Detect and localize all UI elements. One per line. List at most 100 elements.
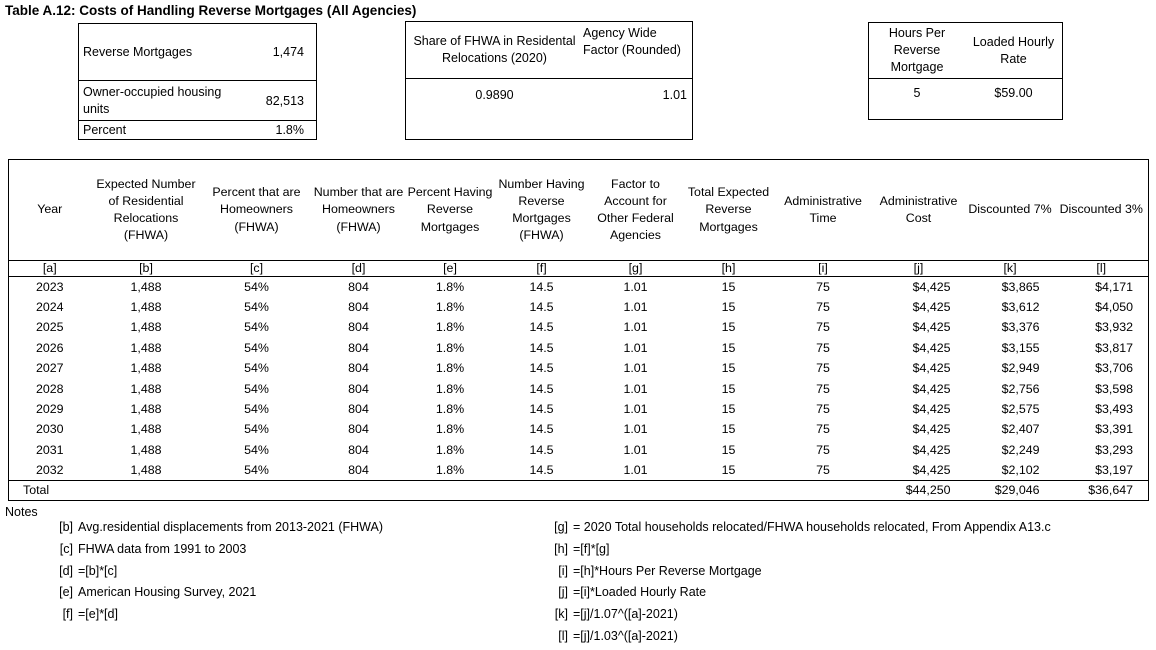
table-header-row: Year Expected Number of Residential Reloc…: [8, 159, 1149, 261]
table-cell: 1,488: [130, 361, 162, 376]
table-cell: $2,949: [1001, 361, 1040, 376]
table-cell: $3,932: [1095, 320, 1133, 335]
note-key: [h]: [554, 541, 568, 556]
table-cell: $3,817: [1095, 340, 1133, 355]
loaded-hourly-rate-value: $59.00: [994, 86, 1033, 100]
table-cell: $2,575: [1001, 402, 1040, 417]
table-cell: 1.8%: [435, 402, 465, 417]
table-cell: 15: [721, 381, 736, 396]
table-cell: 15: [721, 279, 736, 294]
table-cell: 54%: [244, 320, 269, 335]
table-cell: 54%: [244, 340, 269, 355]
note-key: [b]: [59, 520, 73, 534]
note-text: FHWA data from 1991 to 2003: [78, 541, 247, 556]
table-cell: 1.01: [623, 340, 648, 355]
table-row: 2027 1,488 54% 804 1.8% 14.5 1.01 15 75 $4,425 $2,…: [9, 358, 1149, 378]
table-cell: 1.8%: [435, 320, 465, 335]
fhwa-share-value: 0.9890: [475, 88, 514, 102]
note-key: [e]: [59, 585, 73, 600]
note-text: =[i]*Loaded Hourly Rate: [573, 585, 707, 600]
total-cell: [90, 479, 202, 501]
total-cell: [682, 479, 775, 501]
column-header: Administrative Cost: [871, 159, 966, 261]
table-cell: 54%: [244, 462, 269, 477]
note-text: =[b]*[c]: [78, 563, 118, 578]
note-key: [l]: [558, 628, 568, 643]
table-cell: 2031: [35, 442, 64, 457]
column-key: [i]: [774, 260, 872, 277]
reverse-mortgage-stats-box: Reverse Mortgages 1,474 Owner-occupied h…: [78, 23, 317, 140]
table-cell: $4,050: [1095, 300, 1133, 315]
total-label: Total: [8, 479, 91, 501]
note-text: =[e]*[d]: [78, 607, 118, 622]
table-cell: $4,425: [912, 462, 951, 477]
table-cell: $4,425: [912, 300, 951, 315]
column-header: Number Having Reverse Mortgages (FHWA): [494, 159, 589, 261]
fhwa-share-header: Share of FHWA in Residental Relocations …: [413, 34, 576, 65]
table-cell: $2,249: [1001, 442, 1040, 457]
table-cell: 1.8%: [435, 462, 465, 477]
column-key: [d]: [311, 260, 406, 277]
column-header: Year: [8, 159, 91, 261]
table-cell: 54%: [244, 442, 269, 457]
table-cell: 804: [348, 300, 369, 315]
table-cell: $4,425: [912, 340, 951, 355]
table-cell: $4,171: [1095, 279, 1133, 294]
loaded-hourly-rate-header: Loaded Hourly Rate: [972, 34, 1055, 66]
table-cell: $2,407: [1001, 422, 1040, 437]
table-cell: 1.8%: [435, 442, 465, 457]
table-cell: 2030: [35, 422, 64, 437]
hours-per-mortgage-value: 5: [913, 86, 921, 100]
note-key: [d]: [59, 563, 73, 578]
table-cell: $3,155: [1001, 340, 1040, 355]
column-key: [a]: [8, 260, 91, 277]
table-cell: 75: [816, 340, 830, 355]
table-cell: 14.5: [529, 320, 554, 335]
table-cell: 1.01: [623, 361, 648, 376]
table-cell: 75: [816, 300, 830, 315]
note-key: [g]: [554, 520, 568, 534]
column-header: Percent that are Homeowners (FHWA): [201, 159, 312, 261]
note-text: Avg.residential displacements from 2013-…: [78, 520, 383, 534]
table-cell: 15: [721, 340, 736, 355]
table-cell: $3,706: [1095, 361, 1133, 376]
table-cell: 54%: [244, 279, 269, 294]
table-cell: $4,425: [912, 320, 951, 335]
table-cell: 804: [348, 442, 369, 457]
table-row: 2030 1,488 54% 804 1.8% 14.5 1.01 15 75 $4,425 $2,…: [9, 419, 1149, 439]
stat-row: Owner-occupied housing units 82,513: [79, 81, 316, 121]
page-title: Table A.12: Costs of Handling Reverse Mo…: [5, 3, 417, 18]
table-cell: 1.01: [623, 422, 648, 437]
table-cell: 54%: [244, 381, 269, 396]
table-cell: 14.5: [529, 402, 554, 417]
table-cell: 54%: [244, 300, 269, 315]
total-cell: [774, 479, 872, 501]
table-cell: $4,425: [912, 402, 951, 417]
table-cell: 14.5: [529, 361, 554, 376]
note-key: [i]: [558, 563, 568, 578]
table-cell: 14.5: [529, 300, 554, 315]
total-cell: [201, 479, 312, 501]
column-key: [k]: [965, 260, 1055, 277]
table-cell: $3,376: [1001, 320, 1040, 335]
notes-right-column: [g] = 2020 Total households relocated/FHW…: [520, 517, 1051, 648]
table-cell: 15: [721, 462, 736, 477]
table-cell: 75: [816, 402, 830, 417]
column-key: [e]: [405, 260, 495, 277]
column-keys-row: [a] [b] [c] [d] [e] [f] [g] [h] [i] [j] [k] [l]: [8, 260, 1149, 277]
stat-row: Reverse Mortgages 1,474: [79, 24, 316, 81]
table-cell: 1,488: [130, 279, 162, 294]
table-cell: 15: [721, 361, 736, 376]
notes-heading: Notes: [5, 505, 38, 519]
table-cell: 75: [816, 462, 830, 477]
table-cell: 804: [348, 320, 369, 335]
column-header: Discounted 7%: [965, 159, 1055, 261]
table-cell: 804: [348, 279, 369, 294]
table-cell: $3,598: [1095, 381, 1133, 396]
hours-per-mortgage-header: Hours Per Reverse Mortgage: [888, 26, 946, 74]
table-cell: 15: [721, 402, 736, 417]
table-cell: 1,488: [130, 462, 162, 477]
table-cell: $3,493: [1095, 402, 1133, 417]
column-header: Percent Having Reverse Mortgages: [405, 159, 495, 261]
